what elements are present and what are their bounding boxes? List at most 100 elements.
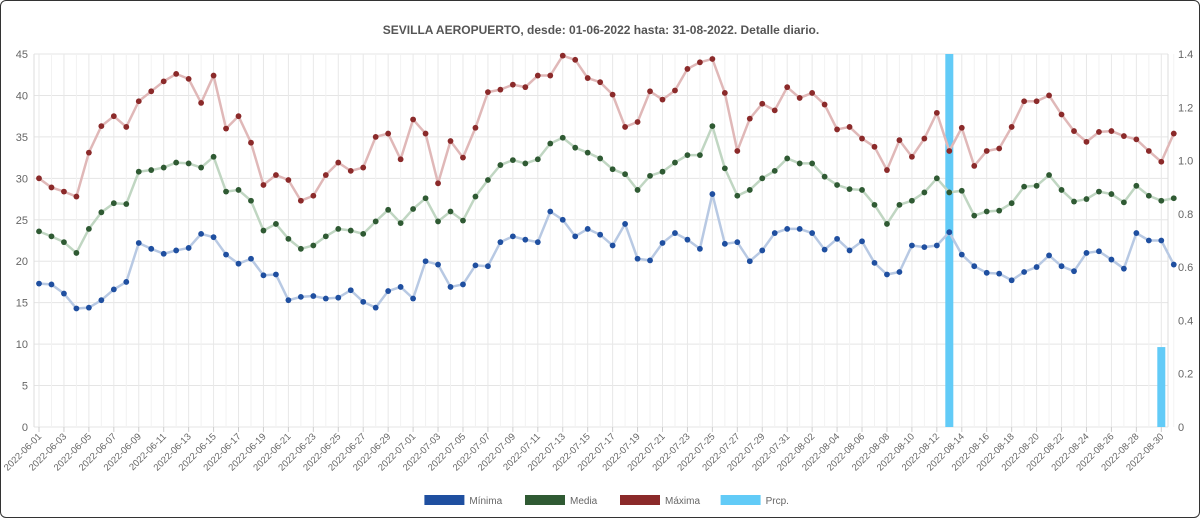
- data-point: [223, 125, 229, 132]
- y-left-tick-label: 5: [22, 381, 28, 393]
- data-point: [871, 143, 878, 150]
- data-point: [1170, 130, 1177, 137]
- data-point: [659, 240, 666, 246]
- data-point: [572, 233, 579, 240]
- data-point: [971, 263, 978, 270]
- data-point: [297, 197, 304, 204]
- data-point: [622, 124, 628, 130]
- data-point: [547, 208, 554, 215]
- data-point: [397, 156, 404, 163]
- data-point: [672, 230, 678, 236]
- data-point: [759, 247, 766, 254]
- data-point: [497, 86, 504, 93]
- data-point: [784, 155, 791, 162]
- data-point: [123, 124, 130, 130]
- data-point: [871, 259, 878, 266]
- data-point: [547, 140, 554, 147]
- data-point: [1158, 158, 1165, 165]
- data-point: [746, 258, 753, 265]
- data-point: [647, 88, 653, 95]
- data-point: [472, 124, 479, 131]
- legend[interactable]: Mínima Media Máxima Prcp.: [424, 495, 789, 507]
- data-point: [1108, 191, 1115, 197]
- data-point: [173, 247, 180, 254]
- data-point: [834, 126, 840, 133]
- data-point: [185, 160, 192, 167]
- data-point: [123, 279, 130, 285]
- data-point: [160, 250, 167, 257]
- data-point: [73, 305, 80, 312]
- data-point: [971, 212, 978, 219]
- data-point: [372, 218, 379, 225]
- series-line-mnima: [38, 192, 1175, 310]
- data-point: [1120, 133, 1127, 139]
- data-point: [771, 230, 778, 236]
- data-point: [110, 200, 117, 207]
- data-point: [447, 138, 454, 144]
- data-point: [248, 197, 254, 204]
- y-right-tick-label: 0.2: [1178, 369, 1193, 381]
- chart-title: SEVILLA AEROPUERTO, desde: 01-06-2022 ha…: [383, 23, 819, 37]
- data-point: [360, 164, 367, 171]
- data-point: [634, 187, 641, 193]
- data-point: [1083, 138, 1090, 145]
- legend-item[interactable]: Mínima: [424, 495, 503, 507]
- data-point: [559, 52, 566, 59]
- data-point: [1033, 182, 1040, 189]
- legend-item[interactable]: Media: [525, 495, 598, 507]
- data-point: [1145, 237, 1152, 244]
- data-point: [809, 230, 816, 236]
- data-point: [572, 144, 579, 151]
- prcp-bar: [945, 54, 954, 427]
- data-point: [160, 164, 167, 171]
- y-left-tick-label: 0: [22, 422, 28, 434]
- data-point: [647, 257, 653, 264]
- legend-item[interactable]: Máxima: [620, 495, 700, 507]
- data-point: [871, 201, 878, 208]
- data-point: [310, 293, 317, 299]
- y-left-tick-label: 15: [16, 298, 28, 310]
- data-point: [983, 148, 990, 154]
- data-point: [996, 270, 1003, 277]
- data-point: [809, 160, 816, 167]
- data-point: [597, 79, 604, 86]
- data-point: [884, 167, 890, 173]
- data-point: [235, 260, 242, 267]
- y-right-tick-label: 0.4: [1178, 315, 1193, 327]
- data-point: [809, 90, 816, 96]
- data-point: [509, 157, 516, 163]
- data-point: [1021, 98, 1028, 105]
- data-point: [1033, 264, 1040, 270]
- data-point: [347, 167, 354, 174]
- data-point: [372, 304, 379, 311]
- data-point: [559, 134, 566, 141]
- data-point: [1083, 196, 1090, 202]
- x-axis: 2022-06-012022-06-032022-06-052022-06-07…: [2, 427, 1166, 473]
- data-point: [522, 160, 529, 167]
- data-point: [397, 284, 404, 290]
- data-point: [485, 177, 491, 183]
- data-point: [198, 100, 205, 106]
- data-point: [709, 56, 716, 62]
- data-point: [796, 95, 803, 101]
- data-point: [85, 149, 92, 156]
- legend-label: Prcp.: [766, 496, 789, 507]
- data-point: [1058, 187, 1065, 193]
- data-point: [697, 245, 703, 252]
- data-point: [210, 234, 217, 241]
- data-point: [659, 168, 666, 175]
- data-point: [273, 271, 279, 278]
- data-point: [946, 148, 953, 154]
- data-point: [609, 91, 616, 98]
- y-right-tick-label: 0.8: [1178, 209, 1193, 221]
- data-point: [734, 192, 741, 199]
- data-point: [135, 240, 142, 246]
- legend-item[interactable]: Prcp.: [720, 495, 789, 507]
- data-point: [223, 188, 229, 195]
- data-point: [460, 217, 466, 224]
- data-point: [697, 152, 703, 159]
- data-point: [1033, 98, 1040, 105]
- data-point: [634, 255, 641, 262]
- data-point: [697, 59, 703, 66]
- data-point: [1158, 237, 1165, 244]
